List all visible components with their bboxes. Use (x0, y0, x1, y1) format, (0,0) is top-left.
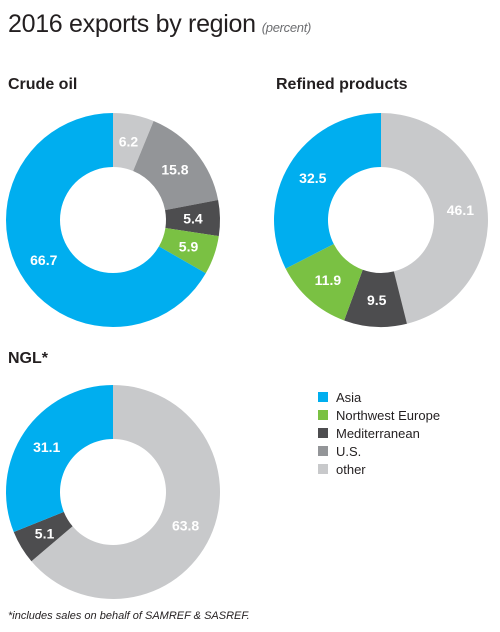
legend-swatch (318, 464, 328, 474)
chart-legend: Asia Northwest Europe Mediterranean U.S. oth… (318, 388, 440, 478)
slice-asia (273, 113, 381, 269)
data-label-asia: 66.7 (30, 252, 57, 268)
legend-item-u-s: U.S. (318, 442, 440, 460)
slice-asia (5, 113, 206, 327)
title-text: 2016 exports by region (8, 10, 256, 38)
slice-mediterranean (165, 199, 220, 237)
slice-mediterranean (13, 511, 73, 562)
chart-title-ngl: NGL* (8, 350, 48, 367)
legend-swatch (318, 392, 328, 402)
slice-other (381, 113, 489, 324)
donut-refined-products: 46.1 9.5 11.9 32.5 (273, 113, 489, 328)
legend-label: other (336, 461, 366, 477)
slice-northwest-europe (158, 227, 219, 274)
slice-asia (6, 385, 114, 533)
legend-label: U.S. (336, 443, 362, 459)
legend-swatch (318, 410, 328, 420)
slice-other (31, 385, 220, 599)
data-label-northwest-europe: 5.9 (179, 238, 199, 254)
legend-item-northwest-europe: Northwest Europe (318, 406, 440, 424)
data-label-other: 6.2 (119, 134, 139, 150)
data-label-other: 63.8 (172, 518, 199, 534)
data-label-other: 46.1 (447, 202, 474, 218)
legend-swatch (318, 428, 328, 438)
donut-crude-oil: 6.2 15.8 5.4 5.9 66.7 (5, 113, 220, 327)
legend-item-asia: Asia (318, 388, 440, 406)
title-unit: (percent) (261, 20, 312, 35)
data-label-northwest-europe: 11.9 (315, 272, 342, 288)
legend-swatch (318, 446, 328, 456)
data-label-asia: 32.5 (299, 170, 326, 186)
chart-title-refined-products: Refined products (276, 76, 408, 93)
data-label-u-s: 15.8 (161, 161, 188, 177)
footnote: *includes sales on behalf of SAMREF & SA… (8, 610, 250, 622)
slice-other (113, 113, 154, 171)
chart-title-crude-oil: Crude oil (8, 76, 78, 93)
legend-label: Mediterranean (336, 425, 420, 441)
data-label-mediterranean: 5.4 (183, 210, 203, 226)
donut-ngl: 63.8 5.1 31.1 (6, 385, 220, 599)
slice-u-s (133, 121, 219, 211)
slice-mediterranean (344, 269, 407, 328)
slice-northwest-europe (285, 244, 363, 321)
data-label-asia: 31.1 (33, 439, 60, 455)
data-label-mediterranean: 5.1 (35, 525, 55, 541)
legend-item-mediterranean: Mediterranean (318, 424, 440, 442)
legend-item-other: other (318, 460, 440, 478)
legend-label: Asia (336, 389, 362, 405)
legend-label: Northwest Europe (336, 407, 441, 423)
page-title: 2016 exports by region (percent) (8, 10, 311, 39)
data-label-mediterranean: 9.5 (367, 292, 387, 308)
